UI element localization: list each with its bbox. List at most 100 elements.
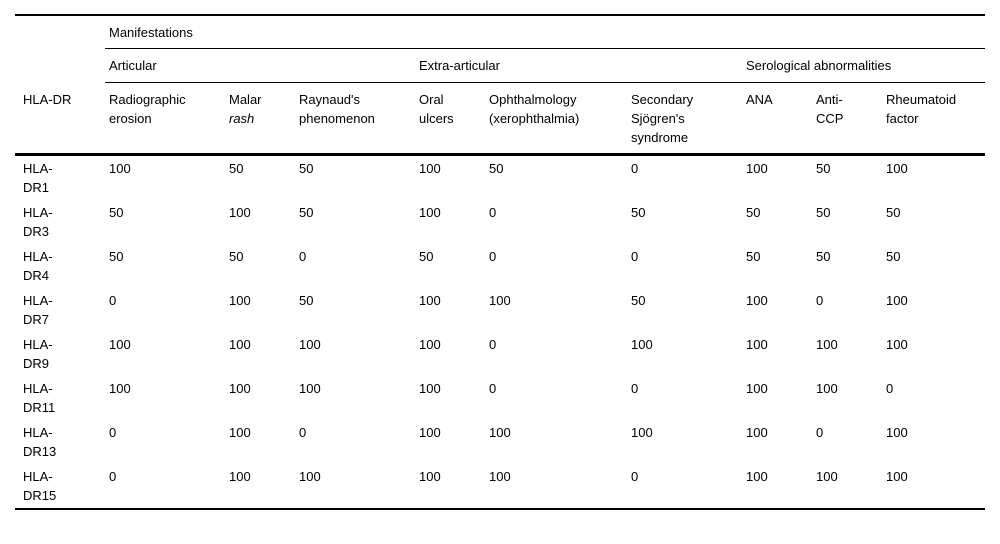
column-header-ana: ANA: [742, 82, 812, 156]
value-cell: 100: [886, 469, 908, 484]
table-row: HLA- DR4 50 50 0 50 0 0 50 50 50: [15, 244, 985, 288]
value-cell: 100: [419, 469, 441, 484]
table-body: HLA- DR1 100 50 50 100 50 0 100 50 100 HLA- DR3 50 1…: [15, 155, 985, 509]
value-cell: 50: [229, 249, 244, 264]
column-header-label-italic: rash: [229, 111, 255, 126]
row-header: HLA- DR11: [23, 381, 56, 415]
row-header: HLA- DR4: [23, 249, 53, 283]
value-cell: 100: [816, 381, 838, 396]
value-cell: 100: [489, 293, 511, 308]
value-cell: 50: [886, 205, 901, 220]
value-cell: 50: [109, 205, 124, 220]
value-cell: 50: [816, 249, 831, 264]
value-cell: 50: [419, 249, 434, 264]
value-cell: 100: [746, 161, 768, 176]
column-header-label: Radiographic erosion: [109, 92, 186, 126]
table-row: HLA- DR9 100 100 100 100 0 100 100 100 100: [15, 332, 985, 376]
value-cell: 50: [746, 205, 761, 220]
row-header: HLA- DR15: [23, 469, 57, 503]
column-header-label: ANA: [746, 92, 773, 107]
value-cell: 100: [419, 161, 441, 176]
value-cell: 100: [746, 337, 768, 352]
value-cell: 100: [886, 425, 908, 440]
column-header-ophthalmology: Ophthalmology (xerophthalmia): [485, 82, 627, 156]
value-cell: 50: [109, 249, 124, 264]
value-cell: 0: [816, 425, 824, 440]
value-cell: 100: [229, 425, 251, 440]
group-header-extra-articular: Extra-articular: [415, 48, 742, 83]
column-header-oral-ulcers: Oral ulcers: [415, 82, 485, 156]
value-cell: 50: [816, 205, 831, 220]
column-header-anti-ccp: Anti- CCP: [812, 82, 882, 156]
value-cell: 100: [746, 381, 768, 396]
value-cell: 0: [631, 249, 639, 264]
value-cell: 100: [109, 381, 131, 396]
value-cell: 0: [109, 425, 117, 440]
column-header-rheumatoid-factor: Rheumatoid factor: [882, 82, 985, 156]
value-cell: 50: [229, 161, 244, 176]
table-row: HLA- DR11 100 100 100 100 0 0 100 100 0: [15, 376, 985, 420]
value-cell: 0: [489, 381, 497, 396]
value-cell: 0: [631, 469, 639, 484]
table-row: HLA- DR15 0 100 100 100 100 0 100 100 100: [15, 464, 985, 509]
group-header-row: Articular Extra-articular Serological ab…: [15, 48, 985, 83]
value-cell: 0: [489, 249, 497, 264]
row-header: HLA- DR7: [23, 293, 53, 327]
value-cell: 50: [299, 161, 314, 176]
value-cell: 100: [299, 469, 321, 484]
value-cell: 100: [816, 469, 838, 484]
column-header-row: HLA-DR Radiographic erosion Malar rash R…: [15, 82, 985, 156]
value-cell: 100: [109, 337, 131, 352]
value-cell: 100: [229, 337, 251, 352]
column-header-radiographic-erosion: Radiographic erosion: [105, 82, 225, 156]
value-cell: 50: [746, 249, 761, 264]
value-cell: 100: [419, 205, 441, 220]
value-cell: 0: [489, 337, 497, 352]
row-header: HLA- DR1: [23, 161, 53, 195]
value-cell: 100: [229, 469, 251, 484]
value-cell: 50: [299, 205, 314, 220]
value-cell: 0: [109, 469, 117, 484]
value-cell: 100: [746, 469, 768, 484]
table-row: HLA- DR13 0 100 0 100 100 100 100 0 100: [15, 420, 985, 464]
value-cell: 50: [886, 249, 901, 264]
value-cell: 100: [419, 381, 441, 396]
value-cell: 100: [489, 425, 511, 440]
column-header-label: Anti- CCP: [816, 92, 844, 126]
value-cell: 50: [631, 205, 646, 220]
column-header-label: Ophthalmology (xerophthalmia): [489, 92, 580, 126]
value-cell: 0: [886, 381, 894, 396]
column-header-label: Oral ulcers: [419, 92, 454, 126]
column-header-malar-rash: Malar rash: [225, 82, 295, 156]
value-cell: 100: [816, 337, 838, 352]
table-header: Manifestations Articular Extra-articular…: [15, 14, 985, 156]
column-header-label: Rheumatoid factor: [886, 92, 957, 126]
value-cell: 0: [109, 293, 117, 308]
value-cell: 100: [886, 337, 908, 352]
value-cell: 100: [489, 469, 511, 484]
value-cell: 100: [299, 337, 321, 352]
value-cell: 100: [886, 161, 908, 176]
value-cell: 100: [746, 293, 768, 308]
stub-blank-cell: [15, 14, 105, 49]
value-cell: 50: [489, 161, 504, 176]
column-header-raynauds-phenomenon: Raynaud's phenomenon: [295, 82, 415, 156]
value-cell: 0: [299, 249, 307, 264]
table-row: HLA- DR3 50 100 50 100 0 50 50 50 50: [15, 200, 985, 244]
value-cell: 100: [299, 381, 321, 396]
row-header: HLA- DR3: [23, 205, 53, 239]
value-cell: 100: [631, 337, 653, 352]
table-row: HLA- DR7 0 100 50 100 100 50 100 0 100: [15, 288, 985, 332]
group-header-serological-abnormalities: Serological abnormalities: [742, 48, 985, 83]
table-row: HLA- DR1 100 50 50 100 50 0 100 50 100: [15, 155, 985, 201]
column-header-label: Secondary Sjögren's syndrome: [631, 92, 694, 145]
value-cell: 100: [631, 425, 653, 440]
column-header-secondary-sjogrens: Secondary Sjögren's syndrome: [627, 82, 742, 156]
stub-blank-cell: [15, 49, 105, 83]
id-column-header: HLA-DR: [15, 82, 105, 156]
row-header: HLA- DR13: [23, 425, 57, 459]
value-cell: 100: [419, 425, 441, 440]
value-cell: 100: [229, 293, 251, 308]
value-cell: 0: [816, 293, 824, 308]
value-cell: 0: [631, 161, 639, 176]
